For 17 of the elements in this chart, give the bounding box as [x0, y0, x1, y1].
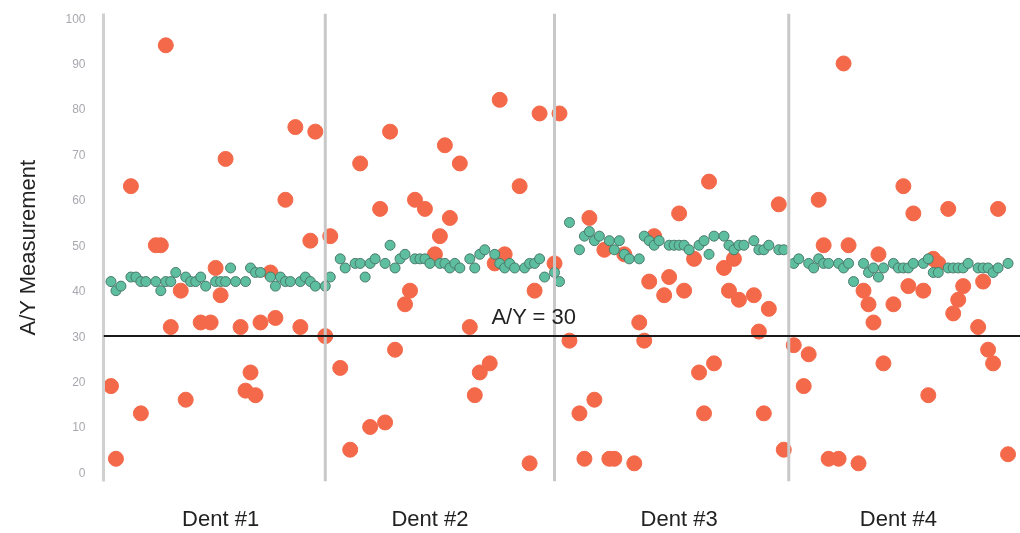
y-tick-label: 30 [72, 329, 86, 344]
x-tick-label: Dent #4 [859, 505, 937, 531]
ref-line-label: A/Y = 30 [491, 304, 577, 330]
y-tick-label: 80 [72, 102, 86, 117]
y-tick-label: 90 [72, 56, 86, 71]
x-tick-label: Dent #3 [640, 505, 718, 531]
y-tick-label: 10 [72, 420, 86, 435]
y-tick-label: 0 [78, 465, 86, 480]
y-tick-label: 70 [72, 147, 86, 162]
y-tick-label: 60 [72, 193, 86, 208]
y-axis-title: A/Y Measurement [15, 159, 41, 336]
x-tick-label: Dent #1 [182, 505, 260, 531]
y-tick-label: 50 [72, 238, 86, 253]
y-tick-label: 100 [65, 11, 86, 26]
y-tick-label: 20 [72, 375, 86, 390]
y-tick-label: 40 [72, 284, 86, 299]
x-tick-label: Dent #2 [391, 505, 469, 531]
